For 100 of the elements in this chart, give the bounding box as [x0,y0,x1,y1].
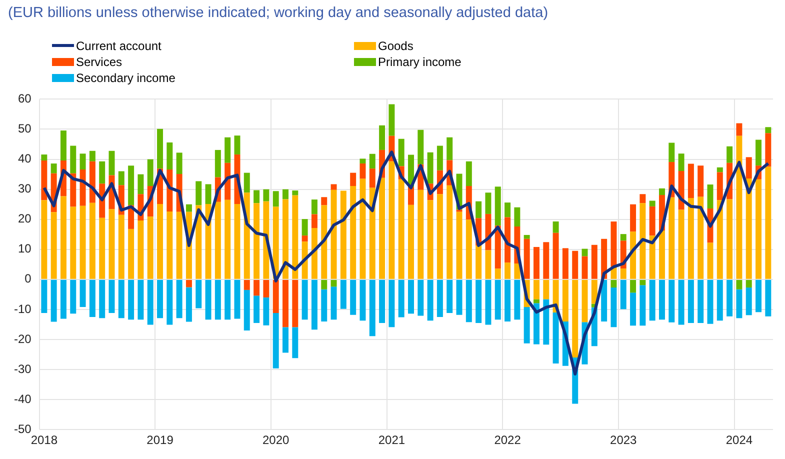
legend-label: Services [76,54,122,68]
bar [263,189,270,202]
bar [746,157,752,178]
bar [89,150,96,162]
bar [408,280,414,314]
bar [504,202,511,218]
bar [640,203,646,279]
bar [765,133,772,167]
bar [649,206,656,236]
bar [244,290,250,330]
bar [543,280,550,300]
bar [746,288,752,316]
bar [716,172,723,200]
bar [698,166,704,197]
bar [485,192,492,214]
bar [379,125,386,150]
bar [330,280,337,287]
bar [678,154,684,171]
bar [678,280,684,325]
bar [60,130,66,160]
bar [658,188,665,196]
bar [224,137,231,163]
bar [50,212,57,279]
bar [108,150,115,176]
bar [476,245,482,279]
bar [302,236,308,242]
bar [292,280,298,328]
x-tick-label: 2019 [146,433,174,448]
bar [582,256,588,279]
bar [765,280,772,316]
bar [572,280,578,358]
bar [494,280,501,320]
bar [514,264,520,279]
bar [186,287,192,322]
bar [89,280,96,317]
bar [427,152,434,184]
bar [649,280,656,321]
bar [321,280,328,290]
bar [524,238,530,279]
bar [456,280,462,315]
bar [514,207,520,227]
bar [476,280,482,323]
bar [418,280,424,316]
legend-label: Current account [76,38,162,52]
bar [388,280,395,328]
legend-label: Goods [378,38,414,52]
bar [128,280,134,320]
bar [369,168,376,188]
bar [272,313,279,368]
bar [630,292,636,326]
bar [282,280,288,328]
bar [60,280,66,319]
bar [99,280,106,318]
y-tick-label: -40 [14,392,32,406]
bar [746,178,752,279]
bar [214,280,221,320]
bar [350,280,356,315]
bar [485,280,492,325]
bar [330,184,337,190]
bar [620,280,626,310]
bar [292,190,298,196]
bar [601,280,608,322]
bar [70,146,76,174]
bar [765,127,772,134]
bar [630,204,636,232]
y-tick-label: 0 [24,272,32,286]
bar [756,280,762,312]
bar [446,137,453,160]
bar [466,280,472,322]
bar [582,248,588,256]
bar [176,280,182,318]
bar [214,202,221,279]
bar [436,280,443,317]
bar [70,280,76,314]
bar [756,140,762,166]
bar [562,248,568,279]
bar [186,204,192,212]
bar [166,142,173,170]
bar [379,178,386,279]
y-tick-label: -30 [14,362,32,376]
bar [552,221,559,233]
bar [302,280,308,320]
bar [340,280,346,309]
bar [610,288,617,328]
bar [736,136,742,279]
bar [707,280,714,324]
bar [350,186,356,279]
bar [476,201,482,218]
x-tick-label: 2024 [726,433,753,448]
bar [726,146,733,163]
bar [494,186,501,226]
bar [254,203,260,279]
bar [688,280,694,323]
bar [330,190,337,279]
bar [534,299,540,304]
bar [282,199,288,279]
bar [50,163,57,174]
bar [118,214,124,279]
bar [640,194,646,204]
y-tick-label: -20 [14,332,32,346]
